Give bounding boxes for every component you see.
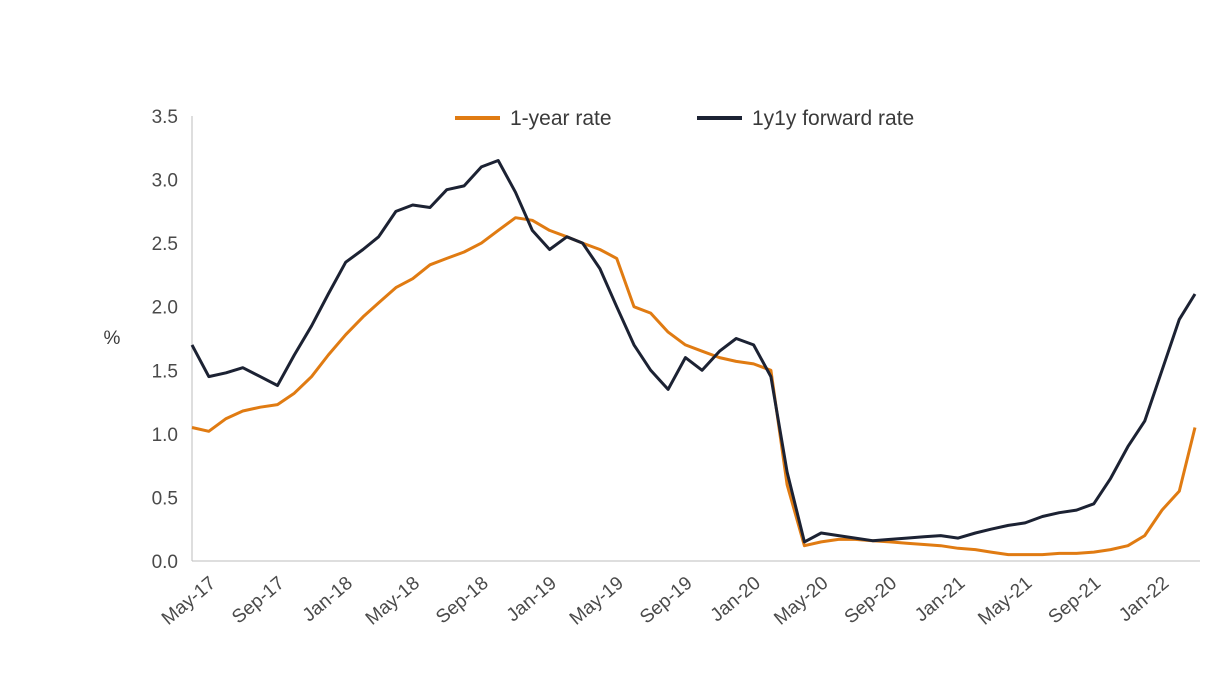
x-tick-label: Jan-19 — [503, 573, 561, 626]
y-axis-label: % — [104, 328, 121, 349]
legend: 1-year rate 1y1y forward rate — [455, 107, 914, 130]
x-tick-label: Sep-21 — [1045, 573, 1105, 628]
x-tick-label: Jan-18 — [299, 573, 357, 626]
x-tick-label: May-21 — [974, 573, 1036, 630]
x-tick-label: Sep-18 — [432, 573, 492, 628]
y-tick-label: 3.5 — [152, 107, 178, 128]
y-tick-labels: 0.0 0.5 1.0 1.5 2.0 2.5 3.0 3.5 — [152, 107, 178, 573]
x-tick-label: May-20 — [770, 573, 832, 630]
y-tick-label: 0.0 — [152, 552, 178, 573]
x-tick-label: Sep-20 — [841, 573, 901, 628]
x-tick-labels: May-17 Sep-17 Jan-18 May-18 Sep-18 Jan-19 May-… — [158, 573, 1173, 630]
series-line-1-year-rate — [191, 216, 1197, 557]
series-lines — [190, 159, 1197, 557]
x-tick-label: May-19 — [566, 573, 628, 630]
y-tick-label: 1.0 — [152, 425, 178, 446]
series-line-1y1y-forward-rate — [190, 159, 1197, 544]
x-tick-label: Jan-20 — [707, 573, 765, 626]
axes — [191, 116, 1200, 562]
y-tick-label: 2.0 — [152, 298, 178, 319]
x-tick-label: May-18 — [362, 573, 424, 630]
legend-label-1y1y-forward-rate: 1y1y forward rate — [752, 107, 914, 130]
x-tick-label: Jan-21 — [911, 573, 969, 626]
y-tick-label: 3.0 — [152, 171, 178, 192]
y-tick-label: 0.5 — [152, 488, 178, 509]
y-tick-label: 1.5 — [152, 361, 178, 382]
x-tick-label: Jan-22 — [1115, 573, 1173, 626]
legend-label-1-year-rate: 1-year rate — [510, 107, 612, 130]
x-tick-label: Sep-17 — [228, 573, 288, 628]
y-tick-label: 2.5 — [152, 234, 178, 255]
x-tick-label: May-17 — [158, 573, 220, 630]
x-tick-label: Sep-19 — [636, 573, 696, 628]
